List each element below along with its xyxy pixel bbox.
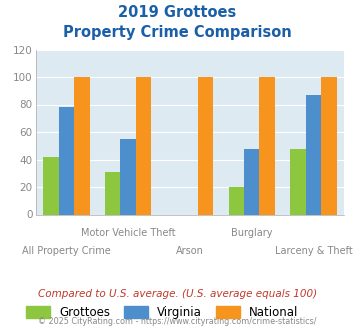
Bar <box>321 77 337 214</box>
Text: © 2025 CityRating.com - https://www.cityrating.com/crime-statistics/: © 2025 CityRating.com - https://www.city… <box>38 317 317 326</box>
Bar <box>306 95 321 214</box>
Bar <box>229 187 244 214</box>
Text: Motor Vehicle Theft: Motor Vehicle Theft <box>81 228 175 238</box>
Legend: Grottoes, Virginia, National: Grottoes, Virginia, National <box>26 306 299 319</box>
Bar <box>120 139 136 214</box>
Text: Compared to U.S. average. (U.S. average equals 100): Compared to U.S. average. (U.S. average … <box>38 289 317 299</box>
Bar <box>260 77 275 214</box>
Text: Larceny & Theft: Larceny & Theft <box>274 246 353 256</box>
Text: All Property Crime: All Property Crime <box>22 246 111 256</box>
Text: 2019 Grottoes: 2019 Grottoes <box>118 5 237 20</box>
Bar <box>105 172 120 214</box>
Text: Property Crime Comparison: Property Crime Comparison <box>63 25 292 40</box>
Bar <box>136 77 151 214</box>
Text: Burglary: Burglary <box>231 228 272 238</box>
Bar <box>59 107 74 214</box>
Bar <box>244 148 260 214</box>
Bar <box>290 148 306 214</box>
Text: Arson: Arson <box>176 246 204 256</box>
Bar <box>74 77 89 214</box>
Bar <box>198 77 213 214</box>
Bar <box>43 157 59 214</box>
